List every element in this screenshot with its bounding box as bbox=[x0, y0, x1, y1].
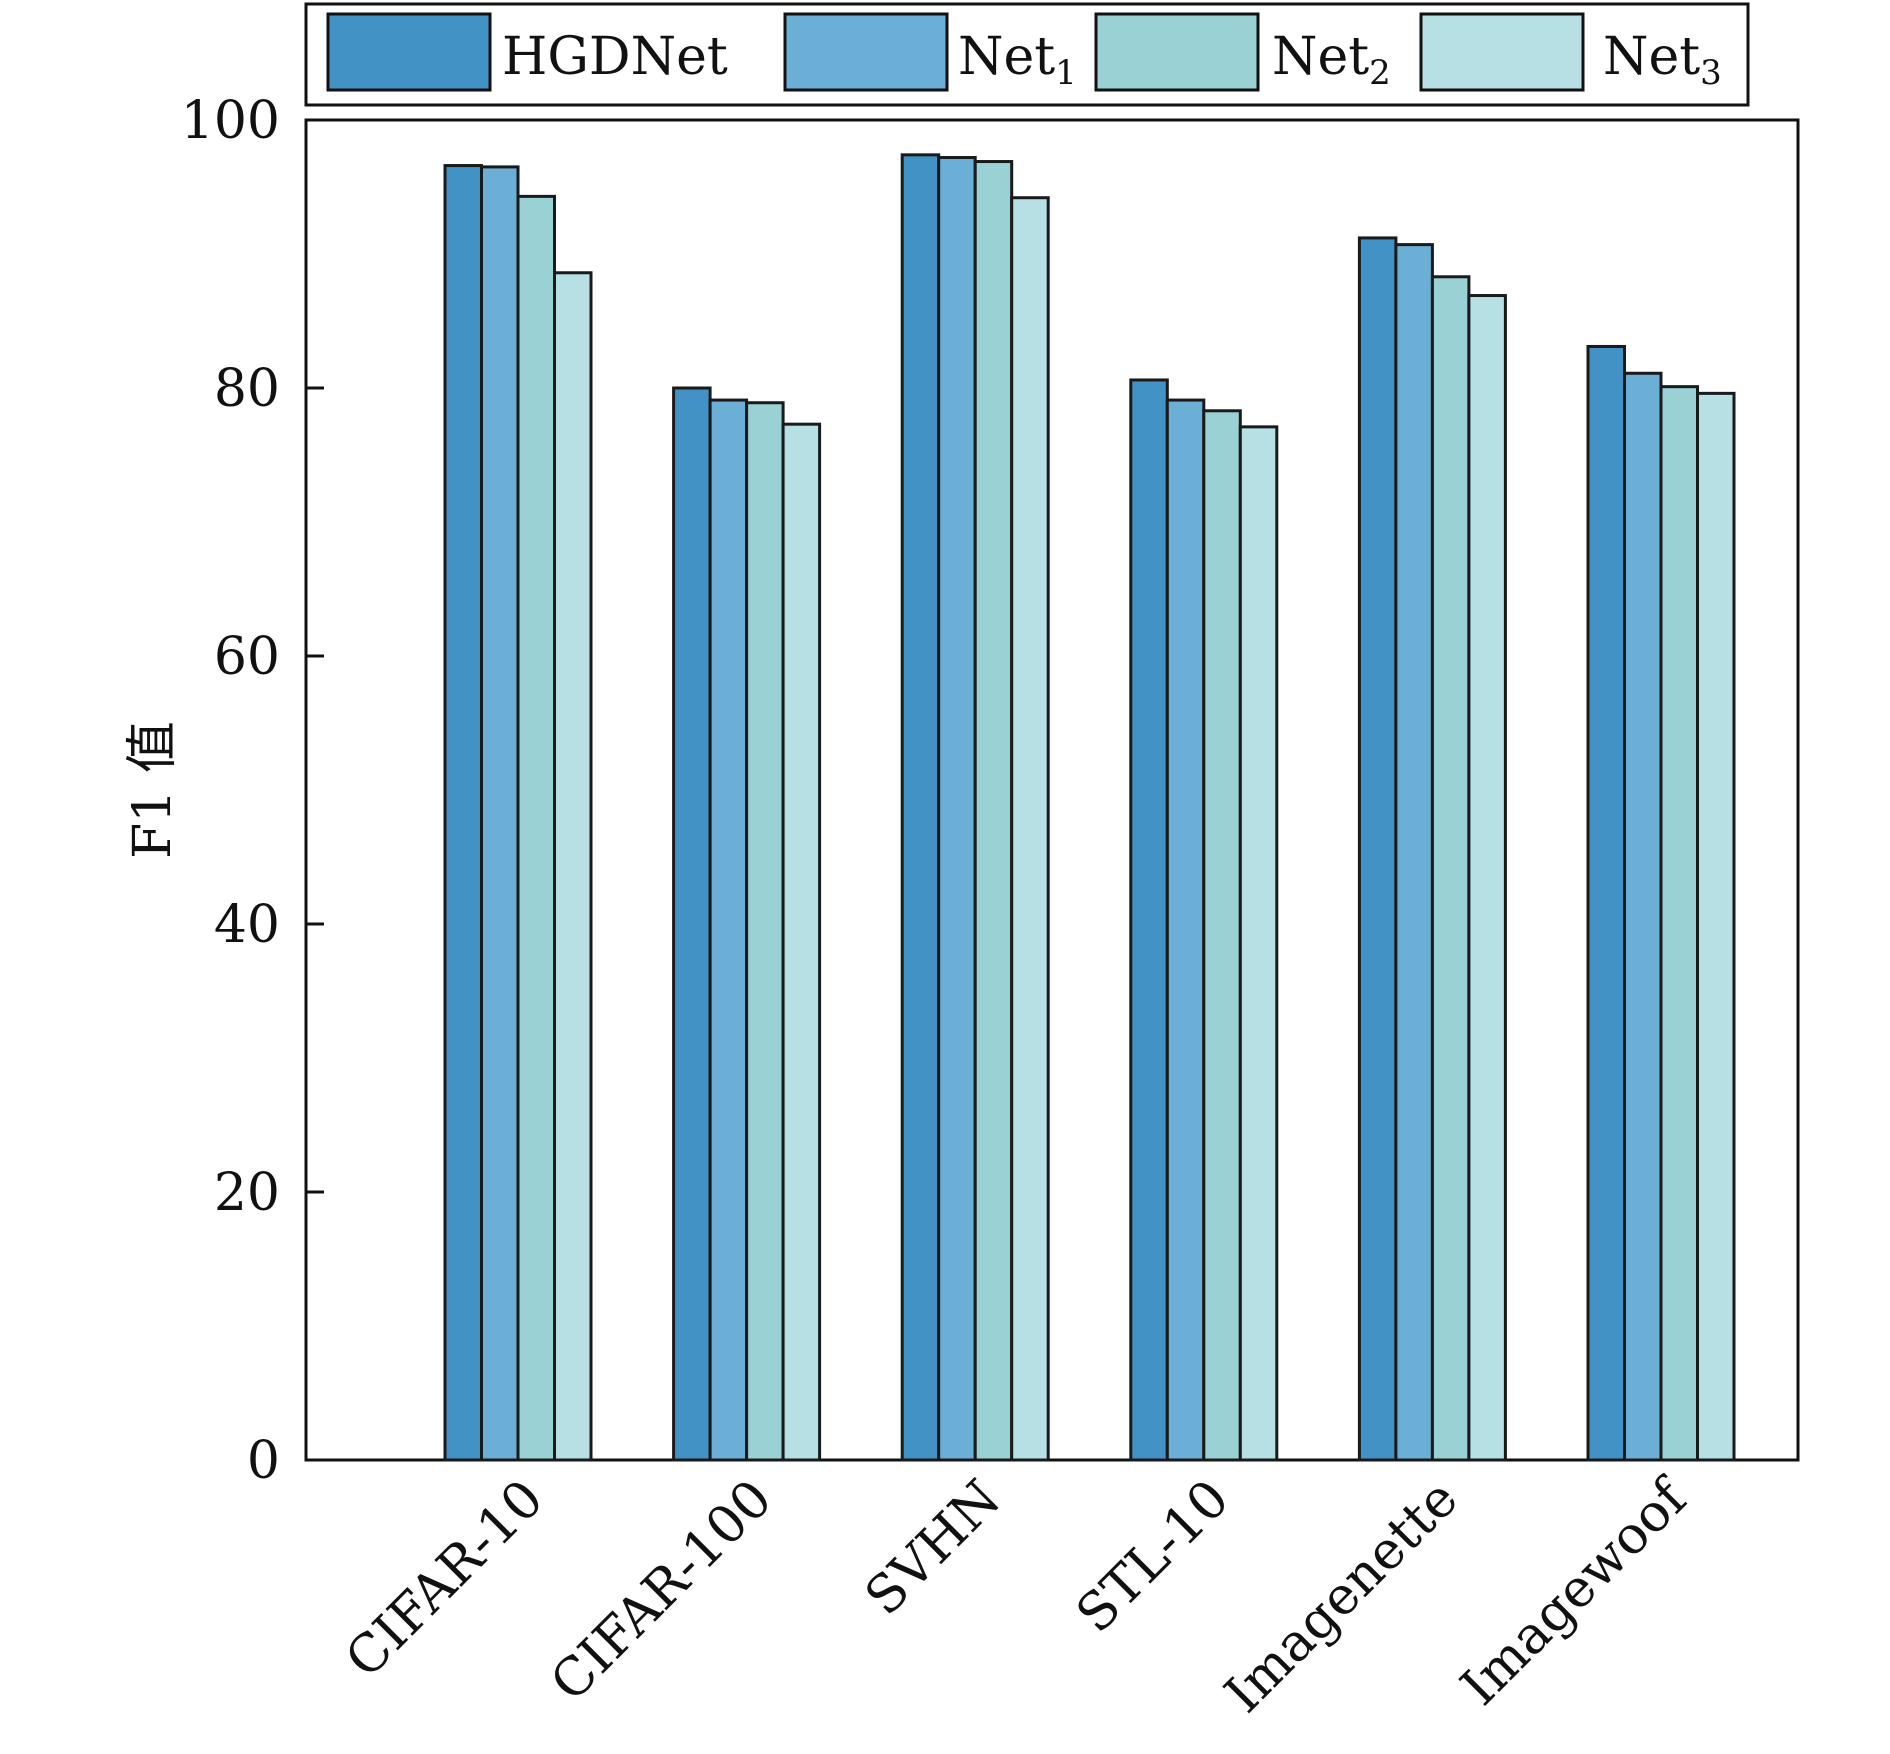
bar-cifar-10-series-3 bbox=[516, 194, 556, 1462]
legend-label-subscript: 1 bbox=[1055, 53, 1077, 93]
bar-imagewoof-series-4 bbox=[1696, 391, 1736, 1462]
legend-label-text: Net bbox=[1603, 27, 1700, 87]
legend-label-text: Net bbox=[1272, 27, 1369, 87]
bar-imagewoof-series-3 bbox=[1659, 385, 1699, 1462]
bar-cifar-10-series-2 bbox=[480, 165, 520, 1462]
bar-cifar-10-series-1 bbox=[443, 164, 483, 1462]
bar-stl-10-series-1 bbox=[1129, 378, 1169, 1462]
x-tick-label: CIFAR-100 bbox=[540, 1469, 784, 1713]
bar-svhn-series-4 bbox=[1010, 196, 1050, 1462]
bar-stl-10-series-2 bbox=[1165, 398, 1206, 1462]
legend-label-1: HGDNet bbox=[502, 27, 728, 87]
y-tick-label: 20 bbox=[214, 1163, 280, 1223]
x-tick-label: STL-10 bbox=[1065, 1469, 1241, 1645]
bar-imagenette-series-4 bbox=[1467, 294, 1507, 1462]
legend-label-text: HGDNet bbox=[502, 27, 728, 87]
y-tick-label: 40 bbox=[214, 895, 280, 955]
legend-label-2: Net1 bbox=[958, 27, 1077, 93]
bar-imagenette-series-1 bbox=[1357, 236, 1398, 1462]
legend-swatch-3 bbox=[1094, 12, 1260, 92]
bar-imagenette-series-3 bbox=[1430, 275, 1471, 1462]
x-tick-label: CIFAR-10 bbox=[334, 1469, 555, 1690]
bar-stl-10-series-4 bbox=[1238, 425, 1279, 1462]
legend-label-4: Net3 bbox=[1603, 27, 1722, 93]
legend: HGDNet Net1 Net2 Net3 bbox=[326, 12, 1722, 93]
legend-label-subscript: 3 bbox=[1700, 53, 1722, 93]
bar-svhn-series-1 bbox=[900, 153, 941, 1462]
bar-stl-10-series-3 bbox=[1202, 409, 1242, 1462]
bar-imagewoof-series-1 bbox=[1586, 344, 1626, 1462]
legend-swatch-2 bbox=[783, 12, 949, 92]
bar-svhn-series-3 bbox=[973, 160, 1014, 1462]
y-tick-label: 80 bbox=[214, 359, 280, 419]
plot-frame bbox=[304, 118, 1800, 1462]
bar-cifar-100-series-3 bbox=[745, 401, 785, 1462]
legend-label-subscript: 2 bbox=[1369, 53, 1391, 93]
bar-cifar-100-series-2 bbox=[708, 398, 749, 1462]
x-tick-label: Imagenette bbox=[1214, 1469, 1470, 1725]
bars-group bbox=[443, 153, 1736, 1462]
legend-label-3: Net2 bbox=[1272, 27, 1391, 93]
legend-label-text: Net bbox=[958, 27, 1055, 87]
legend-swatch-1 bbox=[326, 12, 492, 92]
y-tick-label: 100 bbox=[181, 91, 280, 151]
x-tick-label: SVHN bbox=[854, 1469, 1012, 1627]
legend-swatch-4 bbox=[1419, 12, 1585, 92]
bar-imagewoof-series-2 bbox=[1623, 371, 1663, 1462]
y-axis-title: F1 值 bbox=[123, 721, 183, 859]
bar-cifar-100-series-4 bbox=[781, 422, 822, 1462]
y-tick-label: 0 bbox=[247, 1431, 280, 1491]
y-tick-label: 60 bbox=[214, 627, 280, 687]
x-tick-label: Imagewoof bbox=[1450, 1466, 1701, 1717]
y-axis: 0 20 40 60 80 100 bbox=[181, 91, 324, 1491]
bar-cifar-10-series-4 bbox=[553, 271, 593, 1462]
bar-cifar-100-series-1 bbox=[672, 386, 712, 1462]
bar-svhn-series-2 bbox=[937, 156, 977, 1462]
bar-imagenette-series-2 bbox=[1394, 243, 1434, 1462]
